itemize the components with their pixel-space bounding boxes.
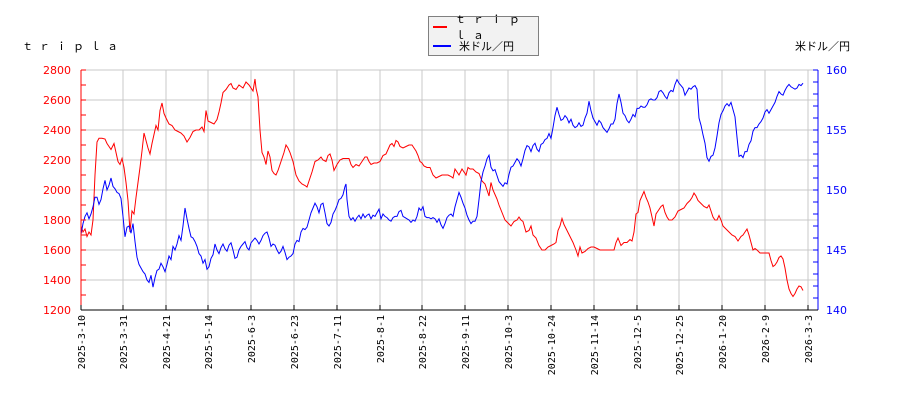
axis-labels: 1200 1400 1600 1800 2000 2200 2400 2600 2800 140 1… xyxy=(43,64,847,375)
left-tick-label: 2600 xyxy=(43,94,71,107)
legend: ｔｒｉｐｌａ 米ドル／円 xyxy=(428,13,539,56)
legend-swatch-red xyxy=(433,25,447,28)
left-tick-label: 1600 xyxy=(43,244,71,257)
x-tick-label: 2026-2-9 xyxy=(761,315,772,363)
grid-lines xyxy=(81,69,818,310)
x-tick-label: 2025-11-14 xyxy=(590,315,601,375)
x-tick-label: 2025-8-22 xyxy=(418,315,429,369)
left-tick-label: 1400 xyxy=(43,274,71,287)
right-tick-label: 145 xyxy=(826,244,847,257)
tripla-line xyxy=(80,78,804,298)
left-tick-label: 2000 xyxy=(43,184,71,197)
x-tick-label: 2025-12-25 xyxy=(675,315,686,375)
legend-swatch-blue xyxy=(433,44,451,47)
legend-label: ｔｒｉｐｌａ xyxy=(454,12,527,42)
series-lines xyxy=(80,78,804,298)
legend-item-tripla: ｔｒｉｐｌａ xyxy=(429,13,538,42)
x-tick-label: 2026-1-20 xyxy=(718,315,729,369)
x-tick-label: 2025-4-21 xyxy=(162,315,173,369)
x-tick-label: 2025-6-3 xyxy=(247,315,258,363)
right-tick-label: 150 xyxy=(826,184,847,197)
legend-label: 米ドル／円 xyxy=(459,39,514,53)
right-tick-label: 140 xyxy=(826,304,847,317)
left-tick-label: 2400 xyxy=(43,124,71,137)
x-tick-label: 2025-10-24 xyxy=(547,315,558,375)
x-tick-label: 2025-3-31 xyxy=(119,315,130,369)
axes xyxy=(80,69,819,311)
x-tick-label: 2025-3-10 xyxy=(77,315,88,369)
x-tick-label: 2026-3-3 xyxy=(804,315,815,363)
left-tick-label: 1200 xyxy=(43,304,71,317)
x-tick-label: 2025-12-5 xyxy=(633,315,644,369)
right-axis-title: 米ドル／円 xyxy=(795,40,850,53)
left-tick-label: 1800 xyxy=(43,214,71,227)
x-tick-label: 2025-10-3 xyxy=(504,315,515,369)
left-tick-label: 2800 xyxy=(43,64,71,77)
right-tick-label: 160 xyxy=(826,64,847,77)
usdjpy-line xyxy=(80,78,804,288)
x-tick-label: 2025-6-23 xyxy=(290,315,301,369)
x-tick-label: 2025-9-11 xyxy=(461,315,472,369)
x-tick-label: 2025-5-14 xyxy=(204,315,215,369)
left-axis-title: ｔｒｉｐｌａ xyxy=(22,40,124,53)
right-tick-label: 155 xyxy=(826,124,847,137)
left-tick-label: 2200 xyxy=(43,154,71,167)
x-tick-label: 2025-7-11 xyxy=(333,315,344,369)
x-tick-label: 2025-8-1 xyxy=(376,315,387,363)
legend-item-usdjpy: 米ドル／円 xyxy=(429,36,538,55)
